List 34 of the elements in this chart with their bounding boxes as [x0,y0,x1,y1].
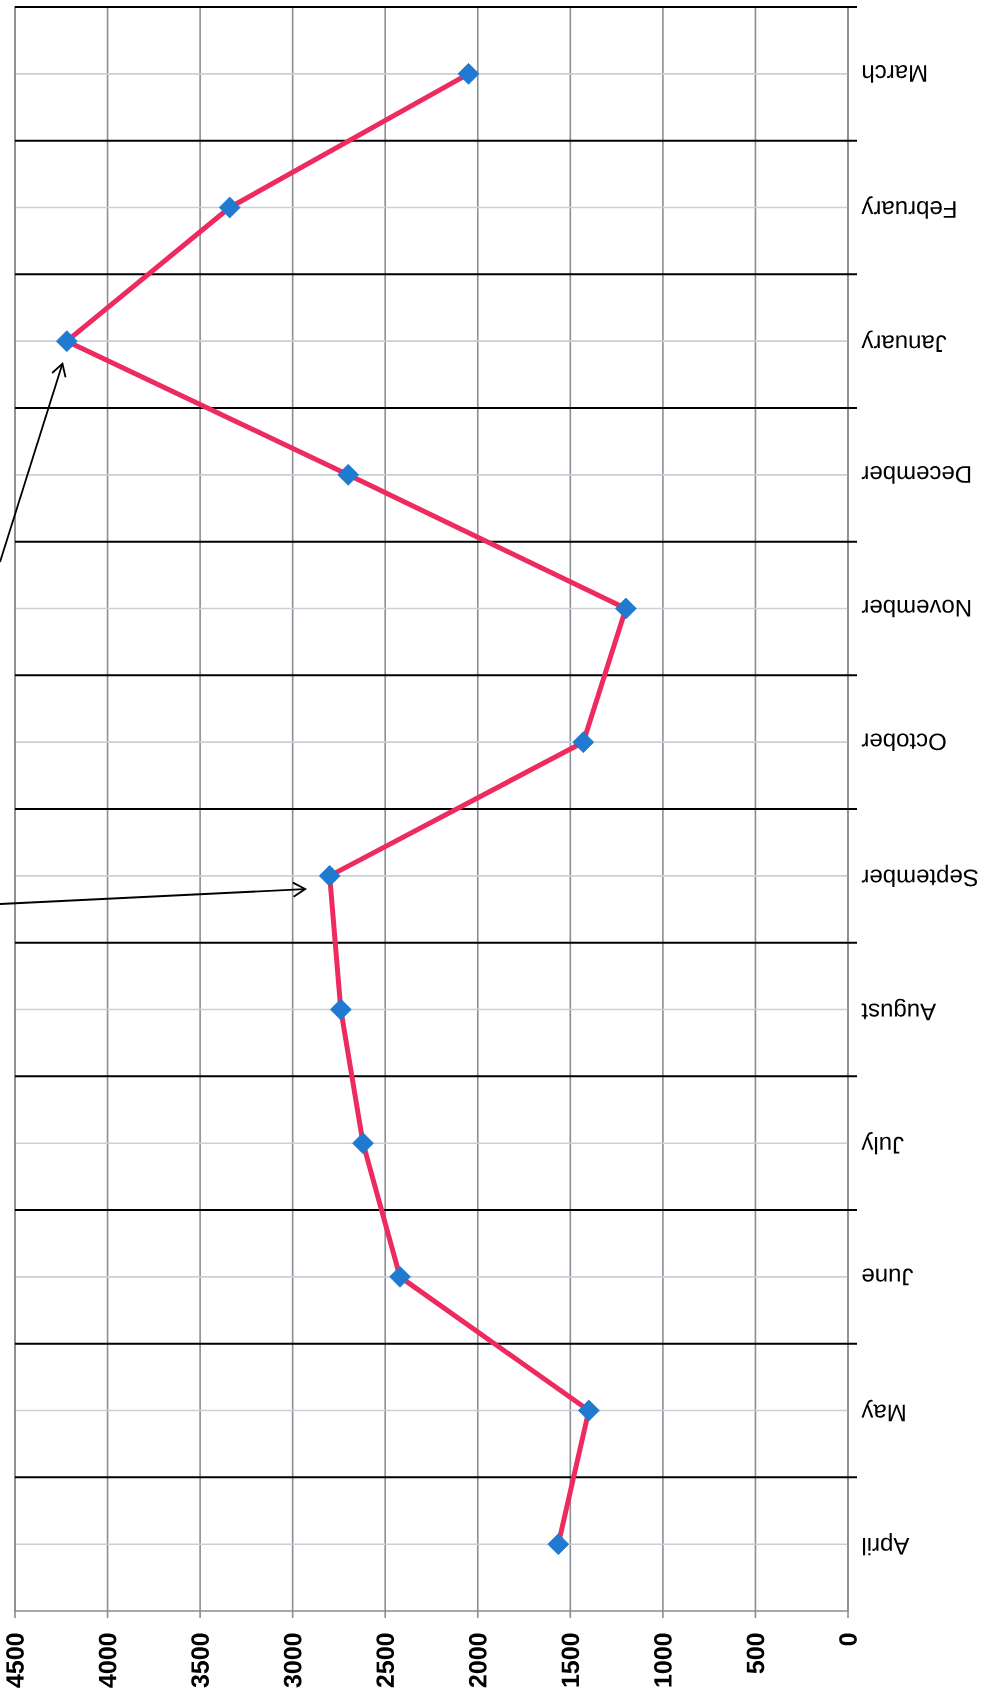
y-tick-label: July [861,1131,904,1155]
point [577,1399,600,1422]
y-tick-label: June [862,1268,914,1286]
point [318,864,341,887]
x-tick-label: 0 [839,1633,857,1646]
point [55,330,78,353]
x-tick-label: 500 [746,1633,765,1674]
x-tick-label: 3500 [191,1633,209,1688]
point [329,998,352,1021]
point [572,731,595,754]
x-tick-label: 2500 [376,1633,395,1688]
x-tick-label: 2000 [468,1633,487,1688]
y-tick-label: April [863,1532,910,1556]
x-tick-label: 1000 [654,1633,672,1687]
x-tick-label: 4500 [6,1633,24,1688]
point [218,196,241,219]
x-tick-label: 4000 [98,1633,117,1688]
y-tick-label: September [861,864,978,888]
point [457,62,480,85]
y-tick-label: August [861,998,937,1021]
point [615,597,637,620]
y-tick-label: November [861,599,971,618]
y-tick-label: February [861,196,956,219]
point [547,1533,570,1556]
y-tick-label: March [862,65,927,83]
x-tick-label: 1500 [561,1633,580,1687]
y-tick-label: October [861,733,946,751]
point [352,1132,374,1155]
y-tick-label: January [861,330,947,352]
x-tick-label: 3000 [283,1633,302,1688]
y-tick-label: December [861,466,971,484]
point [337,463,360,486]
point [389,1265,411,1288]
y-tick-label: May [861,1399,905,1422]
